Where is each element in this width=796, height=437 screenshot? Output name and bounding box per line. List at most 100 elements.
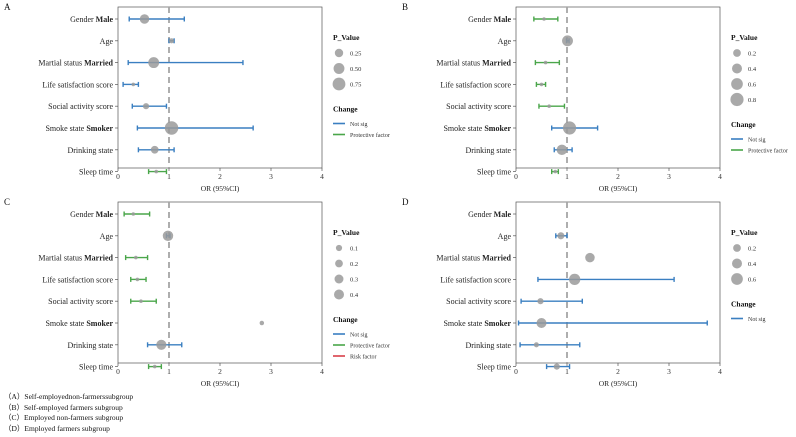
size-legend-key — [733, 49, 741, 57]
size-legend-label: 0.75 — [350, 82, 361, 89]
row-label: Martial status Married — [38, 59, 113, 68]
row-label: Drinking state — [465, 146, 511, 155]
size-legend-key — [334, 274, 344, 284]
plot-frame — [515, 201, 721, 364]
row-label-bold: Male — [96, 15, 114, 24]
row-label-text: Drinking state — [465, 341, 511, 350]
row-label-text: Age — [100, 232, 114, 241]
size-legend-key — [332, 77, 346, 91]
plot-frame — [117, 6, 323, 169]
or-point — [162, 230, 174, 242]
row-label-text: Sleep time — [477, 168, 511, 177]
or-point — [569, 273, 581, 286]
or-point — [547, 104, 551, 108]
size-legend-key — [730, 92, 744, 107]
size-legend-key — [731, 273, 743, 285]
row-label: Social activity score — [48, 297, 113, 306]
row-label-bold: Male — [494, 15, 512, 24]
row-label-text: Smoke state — [45, 319, 86, 328]
caption-line-b: （B）Self-employed farmers subgroup — [4, 402, 123, 412]
size-legend-label: 0.50 — [350, 66, 361, 73]
row-label: Life satisfaction score — [42, 80, 113, 89]
row-label: Gender Male — [468, 15, 511, 24]
or-point — [164, 121, 179, 135]
row-label-text: Age — [498, 37, 512, 46]
size-legend-key — [731, 78, 743, 90]
x-tick-label: 4 — [718, 172, 722, 181]
size-legend-label: 0.2 — [748, 51, 756, 58]
row-label-text: Smoke state — [443, 124, 484, 133]
size-legend-key — [733, 244, 741, 252]
row-label-bold: Married — [482, 59, 511, 68]
x-tick-label: 2 — [616, 172, 620, 181]
plot-frame — [117, 201, 323, 364]
x-tick-label: 3 — [667, 367, 671, 376]
row-label: Gender Male — [70, 15, 113, 24]
row-label-text: Martial status — [38, 59, 84, 68]
row-label: Smoke state Smoker — [443, 124, 511, 133]
plot-frame — [515, 6, 721, 169]
caption-line-c: （C）Employed non-farmers subgroup — [4, 413, 124, 422]
panel-letter: C — [4, 197, 10, 207]
x-tick-label: 0 — [514, 172, 518, 181]
color-legend-title: Change — [333, 105, 358, 114]
color-legend-label: Risk factor — [350, 354, 377, 361]
or-point — [154, 169, 159, 174]
forest-plot-c: C 0 1 2 3 4 OR (95%CI) Gender Male Age Martial st… — [0, 195, 398, 390]
size-legend-label: 0.1 — [350, 246, 358, 253]
row-label: Martial status Married — [436, 254, 511, 263]
row-label: Life satisfaction score — [42, 275, 113, 284]
or-point — [553, 363, 560, 370]
or-point — [135, 277, 140, 282]
forest-plot-svg: D 0 1 2 3 4 OR (95%CI) Gender Male Age Martial st… — [402, 197, 766, 388]
size-legend-key — [335, 244, 343, 252]
size-legend-label: 0.2 — [350, 261, 358, 268]
row-label-text: Social activity score — [446, 297, 511, 306]
size-legend-key — [732, 258, 742, 269]
row-label: Smoke state Smoker — [443, 319, 511, 328]
size-legend-label: 0.3 — [350, 277, 358, 284]
row-label-text: Life satisfaction score — [42, 275, 113, 284]
row-label-text: Age — [100, 37, 114, 46]
color-legend-label: Not sig — [748, 317, 766, 323]
row-label-text: Age — [498, 232, 512, 241]
x-axis-label: OR (95%CI) — [599, 184, 638, 193]
size-legend-label: 0.4 — [350, 292, 359, 299]
row-label-text: Martial status — [436, 59, 482, 68]
row-label-bold: Married — [482, 254, 511, 263]
color-legend-title: Change — [333, 315, 358, 324]
or-point — [142, 103, 150, 110]
row-label: Sleep time — [79, 363, 113, 372]
row-label: Age — [498, 37, 512, 46]
size-legend-label: 0.8 — [748, 97, 756, 104]
row-label-text: Social activity score — [48, 297, 113, 306]
panel-letter: B — [402, 2, 408, 12]
or-point — [543, 60, 548, 65]
or-point — [156, 339, 167, 350]
x-tick-label: 1 — [167, 172, 171, 181]
x-axis-label: OR (95%CI) — [201, 379, 240, 388]
row-label: Sleep time — [477, 168, 511, 177]
x-tick-label: 4 — [320, 172, 324, 181]
size-legend-label: 0.4 — [748, 66, 757, 73]
or-point — [139, 14, 150, 24]
x-tick-label: 2 — [218, 172, 222, 181]
color-legend-label: Protective factor — [748, 148, 788, 155]
row-label: Gender Male — [468, 210, 511, 219]
row-label-text: Gender — [70, 15, 96, 24]
or-point — [553, 169, 558, 174]
x-tick-label: 2 — [616, 367, 620, 376]
row-label: Drinking state — [67, 146, 113, 155]
x-tick-label: 3 — [269, 367, 273, 376]
row-label: Age — [100, 37, 114, 46]
row-label: Martial status Married — [436, 59, 511, 68]
row-label-text: Gender — [468, 15, 494, 24]
row-label: Drinking state — [465, 341, 511, 350]
row-label: Drinking state — [67, 341, 113, 350]
row-label-bold: Male — [494, 210, 512, 219]
size-legend-title: P_Value — [731, 228, 758, 237]
panel-letter: A — [4, 2, 11, 12]
or-point — [556, 144, 568, 156]
x-tick-label: 0 — [116, 172, 120, 181]
row-label-bold: Smoker — [86, 124, 113, 133]
